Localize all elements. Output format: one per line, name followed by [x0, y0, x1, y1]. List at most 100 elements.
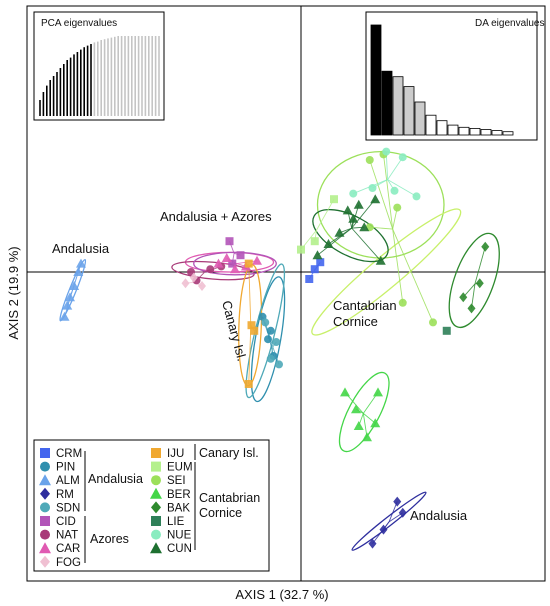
point-alm-2: [69, 281, 80, 290]
point-car-2: [230, 264, 240, 274]
legend-marker-crm: [40, 448, 50, 458]
star-line-cun-0: [317, 227, 353, 256]
point-nue-2: [390, 186, 399, 195]
point-nue-4: [382, 147, 391, 156]
da-bar-11: [491, 130, 503, 136]
legend-label-lie: LIE: [167, 516, 185, 528]
ellipse-ber: [338, 371, 390, 453]
pca-inset: PCA eigenvalues: [33, 11, 165, 121]
legend-group-cornice: Cornice: [199, 506, 242, 520]
point-alm-4: [62, 300, 73, 310]
legend-marker-eum: [151, 461, 161, 472]
legend-marker-nat: [40, 529, 50, 540]
legend-label-pin: PIN: [56, 462, 75, 474]
legend-label-nat: NAT: [56, 530, 78, 542]
legend-label-rm: RM: [56, 489, 74, 501]
point-rm-2: [379, 524, 388, 535]
annotation-andalusia-right: Andalusia: [410, 508, 468, 523]
star-line-iju-0: [248, 263, 252, 326]
da-inset: DA eigenvalues: [365, 11, 545, 141]
point-pin-3: [266, 326, 275, 335]
legend-label-crm: CRM: [56, 448, 82, 460]
ellipse-pin: [250, 276, 286, 403]
legend-marker-nue: [151, 529, 161, 540]
legend-marker-sdn: [40, 502, 50, 513]
point-fog-1: [189, 272, 198, 283]
point-nue-1: [368, 184, 377, 192]
point-lie-0: [442, 326, 451, 335]
da-bar-9: [469, 127, 481, 136]
da-bar-6: [436, 120, 448, 136]
legend-label-cid: CID: [56, 516, 76, 528]
point-sei-5: [429, 318, 437, 327]
da-bar-0: [370, 24, 382, 136]
ellipse-cid: [193, 251, 277, 276]
point-cun-1: [323, 239, 334, 248]
x-axis-title: AXIS 1 (32.7 %): [235, 587, 328, 602]
star-line-cun-8: [351, 227, 382, 262]
da-bar-1: [381, 70, 393, 136]
legend-marker-lie: [151, 516, 161, 526]
point-crm-2: [316, 258, 325, 267]
star-line-cun-7: [351, 198, 376, 229]
star-line-nue-5: [387, 179, 417, 197]
legend-group-canary: Canary Isl.: [199, 446, 259, 460]
point-iju-0: [244, 259, 253, 268]
point-fog-2: [198, 281, 206, 291]
da-bar-8: [458, 126, 470, 136]
point-sdn-2: [275, 360, 283, 369]
legend-label-car: CAR: [56, 543, 80, 555]
annotation-cornice: Cornice: [333, 314, 378, 329]
point-iju-2: [244, 380, 253, 388]
point-cun-3: [348, 213, 359, 223]
point-pin-0: [264, 335, 272, 344]
da-bar-12: [502, 131, 514, 136]
point-cid-2: [236, 251, 245, 260]
legend-label-eum: EUM: [167, 462, 193, 474]
legend-marker-iju: [151, 448, 161, 458]
da-bar-2: [392, 76, 404, 136]
da-bar-10: [480, 129, 492, 136]
legend-label-sdn: SDN: [56, 502, 80, 514]
point-ber-4: [373, 387, 383, 397]
point-cun-7: [370, 194, 381, 204]
star-line-sdn-3: [264, 322, 274, 348]
legend-marker-fog: [40, 555, 50, 568]
annotation-cantabrian: Cantabrian: [333, 298, 397, 313]
point-cid-0: [225, 237, 234, 246]
point-sei-0: [365, 156, 374, 164]
point-ber-0: [340, 387, 350, 397]
legend-label-alm: ALM: [56, 475, 80, 487]
point-cun-5: [359, 222, 370, 232]
point-ber-1: [351, 404, 361, 414]
pca-inset-title: PCA eigenvalues: [41, 18, 117, 29]
legend-marker-sei: [151, 475, 161, 486]
point-bak-2: [467, 303, 476, 314]
point-bak-1: [475, 278, 484, 289]
point-fog-0: [181, 278, 190, 289]
star-line-sei-4: [392, 229, 404, 303]
star-line-eum-2: [316, 198, 335, 231]
legend-group-azores: Azores: [90, 532, 129, 546]
point-nue-3: [349, 189, 358, 198]
star-line-nue-0: [387, 156, 404, 180]
point-nue-5: [412, 192, 421, 201]
legend-marker-pin: [40, 461, 50, 472]
star-line-sei-1: [383, 154, 394, 230]
da-bar-3: [403, 86, 415, 136]
ellipse-bak: [448, 232, 500, 329]
legend-marker-cun: [150, 542, 162, 554]
point-cun-2: [334, 227, 345, 237]
legend-label-ber: BER: [167, 489, 191, 501]
annotation-andalusia-azores: Andalusia + Azores: [160, 209, 272, 224]
legend-brackets: [84, 444, 196, 563]
star-line-iju-2: [248, 325, 252, 385]
legend-marker-cid: [40, 516, 50, 526]
y-axis-title: AXIS 2 (19.9 %): [6, 246, 21, 339]
legend-label-bak: BAK: [167, 502, 190, 514]
point-bak-3: [459, 292, 468, 303]
da-bars: [370, 24, 514, 136]
point-alm-0: [76, 258, 86, 268]
